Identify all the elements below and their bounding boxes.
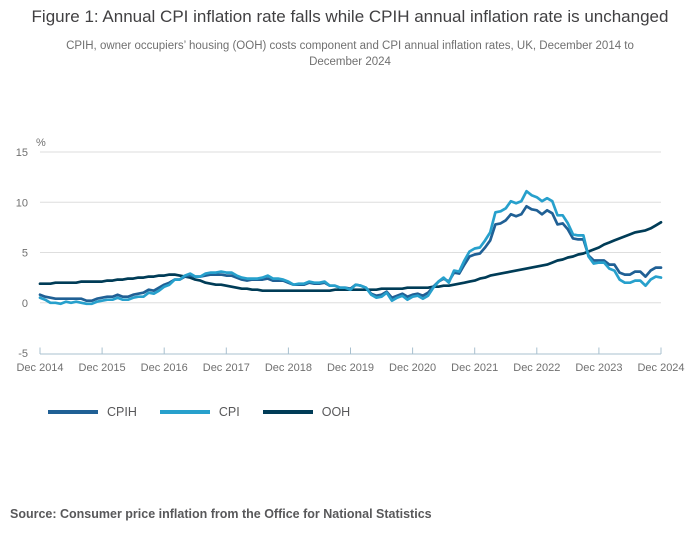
source-note: Source: Consumer price inflation from th… bbox=[10, 507, 432, 521]
figure-header: Figure 1: Annual CPI inflation rate fall… bbox=[0, 6, 700, 70]
x-tick-label: Dec 2023 bbox=[575, 362, 622, 374]
x-tick-label: Dec 2014 bbox=[16, 362, 63, 374]
y-tick-label: 0 bbox=[22, 298, 28, 310]
line-chart: % 15 10 5 0 -5 Dec 2014 Dec 2015 Dec 2016 Dec 201… bbox=[16, 137, 685, 374]
figure-subtitle: CPIH, owner occupiers’ housing (OOH) cos… bbox=[66, 40, 634, 68]
legend-item-cpi: CPI bbox=[159, 405, 240, 419]
x-tick-label: Dec 2016 bbox=[141, 362, 188, 374]
y-tick-label: 15 bbox=[16, 147, 28, 159]
legend-item-ooh: OOH bbox=[262, 405, 351, 419]
y-axis-unit-label: % bbox=[36, 137, 46, 149]
series-line-ooh bbox=[38, 220, 663, 293]
series-line-cpi bbox=[38, 189, 663, 306]
figure-title: Figure 1: Annual CPI inflation rate fall… bbox=[31, 7, 669, 26]
y-tick-label: 10 bbox=[16, 197, 28, 209]
legend-label-cpi: CPI bbox=[218, 405, 240, 419]
legend-label-cpih: CPIH bbox=[107, 405, 137, 419]
x-tick-label: Dec 2024 bbox=[637, 362, 684, 374]
x-tick-label: Dec 2020 bbox=[389, 362, 436, 374]
x-tick-label: Dec 2021 bbox=[451, 362, 498, 374]
x-tick-label: Dec 2017 bbox=[203, 362, 250, 374]
cpih-line-swatch bbox=[48, 410, 98, 414]
series-line-cpih bbox=[38, 204, 663, 303]
legend-label-ooh: OOH bbox=[321, 405, 351, 419]
x-tick-label: Dec 2018 bbox=[265, 362, 312, 374]
x-tick-label: Dec 2019 bbox=[327, 362, 374, 374]
legend-item-cpih: CPIH bbox=[48, 405, 137, 419]
x-tick-label: Dec 2022 bbox=[513, 362, 560, 374]
y-tick-label: -5 bbox=[18, 348, 28, 360]
x-tick-label: Dec 2015 bbox=[79, 362, 126, 374]
y-tick-label: 5 bbox=[22, 248, 28, 260]
ooh-line-swatch bbox=[262, 410, 313, 414]
chart-legend: CPIH CPI OOH bbox=[48, 405, 373, 419]
cpi-line-swatch bbox=[159, 410, 210, 414]
